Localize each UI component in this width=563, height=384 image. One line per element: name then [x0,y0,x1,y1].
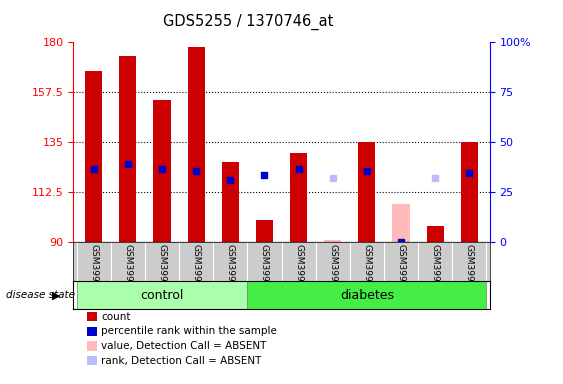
Text: GSM399114: GSM399114 [396,244,405,299]
Text: GSM399093: GSM399093 [123,244,132,299]
Text: percentile rank within the sample: percentile rank within the sample [101,326,277,336]
Text: count: count [101,312,131,322]
Bar [392,204,409,242]
Bar [427,227,444,242]
Bar [187,47,205,242]
Text: GSM399102: GSM399102 [260,244,269,299]
Bar [290,153,307,242]
Text: GSM399112: GSM399112 [363,244,372,299]
Text: GSM399109: GSM399109 [328,244,337,299]
Text: GSM399092: GSM399092 [89,244,98,299]
Bar [222,162,239,242]
Bar [461,142,478,242]
Bar [324,240,341,242]
Text: disease state: disease state [6,290,75,300]
Bar [119,56,136,242]
Text: GSM399099: GSM399099 [226,244,235,299]
Bar [77,281,247,309]
Text: GDS5255 / 1370746_at: GDS5255 / 1370746_at [163,13,333,30]
Text: GSM399104: GSM399104 [294,244,303,299]
Text: GSM399115: GSM399115 [431,244,440,299]
Text: rank, Detection Call = ABSENT: rank, Detection Call = ABSENT [101,356,262,366]
Text: ▶: ▶ [52,290,61,300]
Text: GSM399116: GSM399116 [465,244,474,299]
Text: diabetes: diabetes [340,289,394,302]
Text: GSM399098: GSM399098 [191,244,200,299]
Bar [247,281,486,309]
Text: value, Detection Call = ABSENT: value, Detection Call = ABSENT [101,341,267,351]
Bar [154,100,171,242]
Text: control: control [140,289,184,302]
Bar [358,142,376,242]
Bar [256,220,273,242]
Text: GSM399096: GSM399096 [158,244,167,299]
Bar [85,71,102,242]
